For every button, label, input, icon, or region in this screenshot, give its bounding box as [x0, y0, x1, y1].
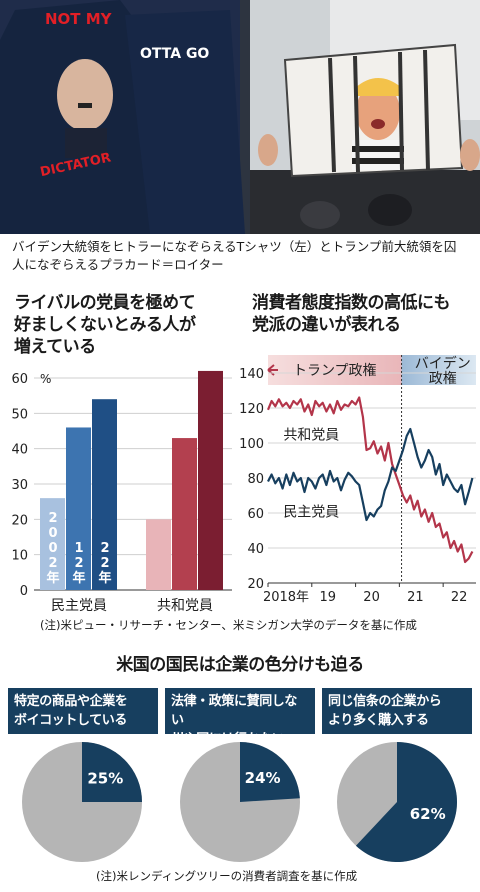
line-y-tick-label: 40	[247, 542, 264, 557]
line-x-tick-label: 22	[451, 590, 468, 605]
line-title-line-1: 消費者態度指数の高低にも	[252, 293, 451, 313]
biden-admin-label-1: バイデン	[415, 355, 471, 372]
line-x-tick-label: 2018年	[263, 590, 309, 605]
line-y-tick-label: 100	[240, 437, 264, 452]
bar-y-tick-label: 40	[11, 443, 28, 458]
biden-admin-label-2: 政権	[429, 370, 457, 387]
pie-header-1: 特定の商品や企業を ボイコットしている	[8, 688, 158, 734]
pie-value-slice	[355, 742, 458, 862]
photo-caption: バイデン大統領をヒトラーになぞらえるTシャツ（左）とトランプ前大統領を囚人になぞ…	[12, 239, 457, 272]
bar	[40, 498, 65, 590]
shirt-text-top: NOT MY	[45, 10, 113, 28]
bar	[172, 438, 197, 590]
bar-title-line-1: ライバルの党員を極めて	[14, 293, 196, 313]
bar	[66, 427, 91, 590]
bar-series-label: 年	[46, 570, 59, 586]
pie-value-label: 25%	[87, 770, 123, 788]
bar-title-line-2: 好ましくないとみる人が	[14, 315, 196, 335]
tshirt-right	[125, 10, 245, 234]
pie-header-2-line-2: 州や国には行かない	[171, 732, 285, 747]
pie-header-1-line-1: 特定の商品や企業を	[14, 694, 128, 709]
bar-series-label: 0	[48, 526, 57, 541]
bar-title-line-3: 増えている	[14, 337, 96, 357]
line-chart-title: 消費者態度指数の高低にも 党派の違いが表れる	[252, 292, 480, 336]
line-y-tick-label: 20	[247, 577, 264, 592]
pie-header-2: 法律・政策に賛同しない 州や国には行かない	[165, 688, 315, 747]
bar-series-label: 2	[48, 511, 57, 526]
bar-y-tick-label: 60	[11, 372, 28, 387]
bar-series-label: 2	[100, 556, 109, 571]
bar-series-label: 2	[74, 556, 83, 571]
bar-y-tick-label: 30	[11, 478, 28, 493]
line-y-tick-label: 120	[240, 402, 264, 417]
pie-header-2-line-1: 法律・政策に賛同しない	[171, 694, 298, 728]
photo-illustration: NOT MY DICTATOR OTTA GO	[0, 0, 480, 234]
line-series-label: 共和党員	[283, 428, 339, 444]
bar-y-unit: %	[40, 372, 51, 386]
biden-admin-band	[401, 355, 476, 385]
trump-admin-label: トランプ政権	[293, 362, 377, 379]
pie-header-3: 同じ信条の企業から より多く購入する	[322, 688, 472, 734]
pie-value-label: 24%	[245, 769, 281, 787]
line-y-tick-label: 60	[247, 507, 264, 522]
bar-series-label: 1	[74, 541, 83, 556]
line-y-tick-label: 80	[247, 472, 264, 487]
bar-series-label: 年	[72, 570, 85, 586]
bar	[146, 519, 171, 590]
pie-value-label: 62%	[410, 805, 446, 823]
source-note-1: (注)米ピュー・リサーチ・センター、米ミシガン大学のデータを基に作成	[40, 618, 417, 632]
bar-category-label: 共和党員	[157, 598, 213, 614]
biden-caricature-face	[57, 59, 113, 131]
pie-section-title: 米国の国民は企業の色分けも迫る	[116, 655, 364, 675]
bar-y-tick-label: 10	[11, 549, 28, 564]
bar-series-label: 2	[100, 541, 109, 556]
pie-value-slice	[82, 742, 142, 802]
trump-caricature-face	[356, 84, 400, 140]
bar	[92, 399, 117, 590]
bar-y-tick-label: 50	[11, 407, 28, 422]
trump-admin-band	[268, 355, 402, 385]
bar-y-tick-label: 0	[20, 584, 28, 599]
bar-series-label: 0	[48, 541, 57, 556]
shirt2-text: OTTA GO	[140, 46, 209, 62]
line-series-democrat	[267, 427, 474, 522]
line-x-tick-label: 20	[363, 590, 380, 605]
line-x-tick-label: 19	[320, 590, 337, 605]
pie-header-3-line-2: より多く購入する	[328, 713, 429, 728]
line-title-line-2: 党派の違いが表れる	[252, 315, 401, 335]
line-series-label: 民主党員	[283, 505, 339, 521]
pie-charts: 25% 24% 62%	[22, 742, 458, 862]
bar-y-tick-label: 20	[11, 513, 28, 528]
bar-series-label: 2	[48, 556, 57, 571]
news-photo: NOT MY DICTATOR OTTA GO	[0, 0, 480, 234]
pie-header-1-line-2: ボイコットしている	[14, 713, 128, 728]
line-series-republican	[266, 396, 474, 564]
bar-series-label: 年	[98, 570, 111, 586]
line-y-tick-label: 140	[240, 367, 264, 382]
pie-header-3-line-1: 同じ信条の企業から	[328, 694, 442, 709]
bar	[198, 370, 223, 590]
source-note-2: (注)米レンディングツリーの消費者調査を基に作成	[96, 869, 358, 883]
bar-category-label: 民主党員	[51, 598, 107, 614]
pie-value-slice	[240, 742, 300, 802]
line-x-tick-label: 21	[407, 590, 424, 605]
bar-chart-title: ライバルの党員を極めて 好ましくないとみる人が 増えている	[14, 292, 244, 358]
